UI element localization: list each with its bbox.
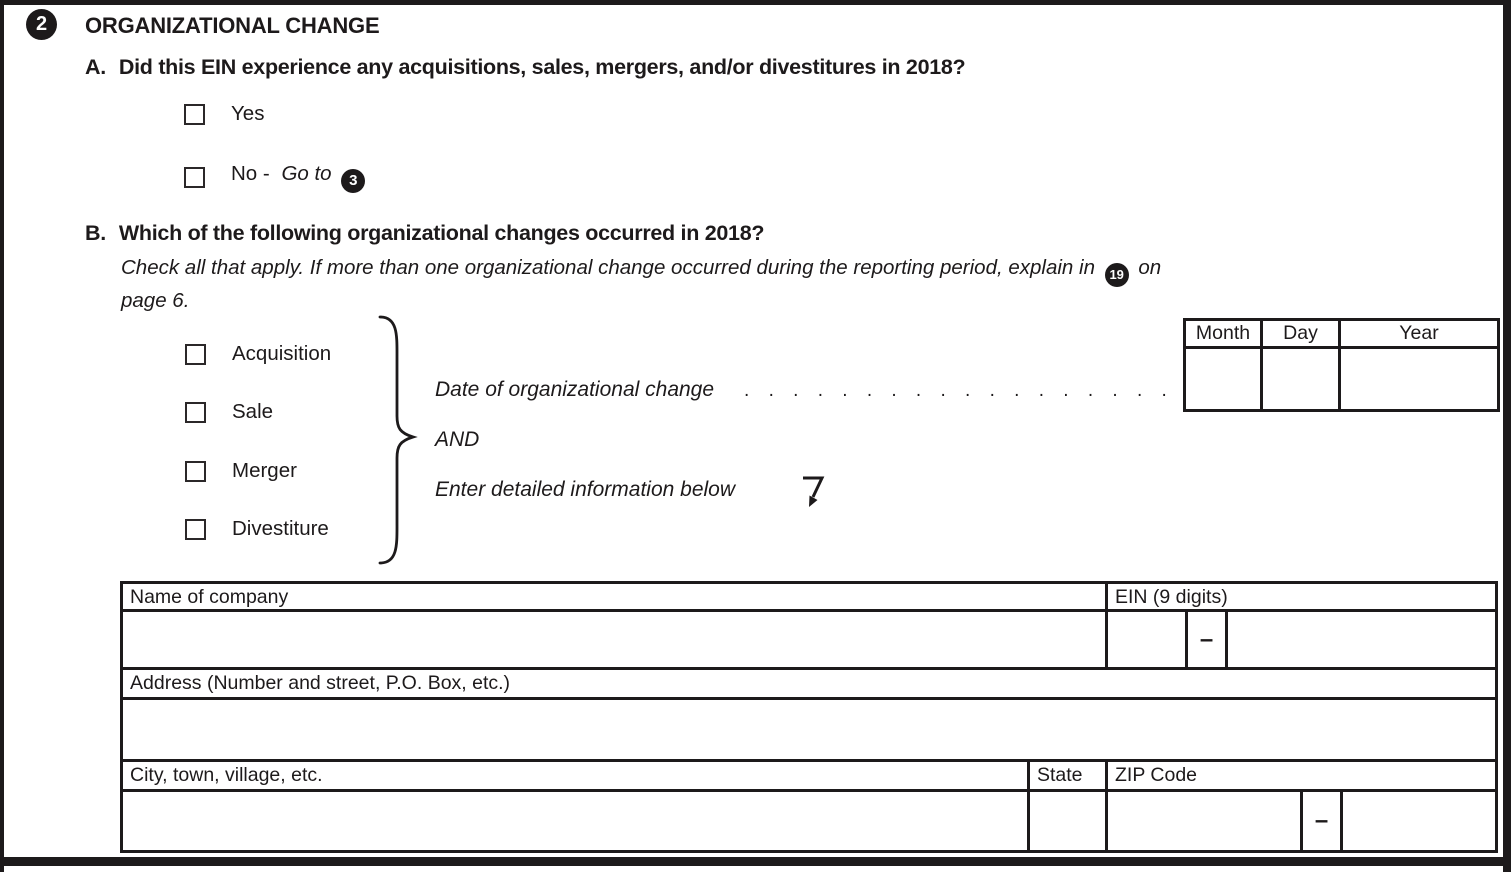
enter-detail-label: Enter detailed information below — [435, 478, 736, 501]
year-input[interactable] — [1341, 349, 1497, 409]
ein-part1-input[interactable] — [1108, 612, 1188, 670]
question-b-note: Check all that apply. If more than one o… — [121, 254, 1451, 314]
name-of-company-input[interactable] — [123, 612, 1108, 670]
acquisition-checkbox[interactable] — [185, 343, 206, 365]
state-input[interactable] — [1030, 792, 1108, 850]
month-header: Month — [1186, 321, 1263, 349]
explain-19-badge: 19 — [1104, 262, 1129, 287]
zip-code-label: ZIP Code — [1108, 762, 1495, 792]
divestiture-label: Divestiture — [232, 517, 329, 540]
state-label: State — [1030, 762, 1108, 792]
question-a-heading: A. Did this EIN experience any acquisiti… — [85, 55, 966, 80]
yes-checkbox[interactable] — [184, 103, 205, 125]
question-b-letter: B. — [85, 221, 106, 245]
date-of-change-line: Date of organizational change . . . . . … — [435, 378, 1168, 402]
zip-part1-input[interactable] — [1108, 792, 1303, 850]
merger-row: Merger — [185, 459, 297, 483]
and-label: AND — [435, 428, 480, 451]
grouping-brace — [378, 315, 418, 565]
question-a-text: Did this EIN experience any acquisitions… — [118, 55, 966, 79]
month-input[interactable] — [1186, 349, 1263, 409]
merger-label: Merger — [232, 459, 297, 482]
goto-text: Go to — [281, 162, 332, 185]
no-option-row: No - Go to 3 — [184, 162, 369, 193]
year-header: Year — [1341, 321, 1497, 349]
sale-checkbox[interactable] — [185, 401, 206, 423]
question-b-heading: B. Which of the following organizational… — [85, 221, 765, 246]
enter-detail-line: Enter detailed information below — [435, 478, 735, 502]
down-left-arrow-icon — [803, 476, 825, 507]
question-b-text: Which of the following organizational ch… — [118, 221, 765, 245]
name-of-company-label: Name of company — [123, 584, 1108, 612]
ein-part2-input[interactable] — [1228, 612, 1495, 670]
no-checkbox[interactable] — [184, 166, 205, 188]
ein-label: EIN (9 digits) — [1108, 584, 1495, 612]
day-header: Day — [1263, 321, 1341, 349]
ein-dash: – — [1188, 612, 1228, 670]
address-label: Address (Number and street, P.O. Box, et… — [123, 670, 1495, 700]
question-a-letter: A. — [85, 55, 106, 79]
no-label: No - Go to 3 — [231, 162, 369, 193]
merger-checkbox[interactable] — [185, 460, 206, 482]
date-of-change-label: Date of organizational change — [435, 378, 715, 401]
acquisition-label: Acquisition — [232, 342, 332, 365]
dot-leaders: . . . . . . . . . . . . . . . . . . — [744, 380, 1168, 401]
section-number-badge: 2 — [26, 9, 57, 40]
yes-label: Yes — [231, 102, 265, 125]
question-b-note-line2: page 6. — [121, 288, 190, 312]
company-detail-table: Name of company EIN (9 digits) – Address… — [120, 581, 1498, 853]
divestiture-row: Divestiture — [185, 517, 329, 541]
date-table: Month Day Year — [1183, 318, 1500, 412]
day-input[interactable] — [1263, 349, 1341, 409]
divestiture-checkbox[interactable] — [185, 518, 206, 540]
goto-3-badge: 3 — [341, 168, 366, 193]
address-input[interactable] — [123, 700, 1495, 762]
zip-part2-input[interactable] — [1343, 792, 1495, 850]
section-divider-bar — [0, 857, 1511, 866]
city-label: City, town, village, etc. — [123, 762, 1030, 792]
section-title: ORGANIZATIONAL CHANGE — [85, 13, 380, 38]
yes-option-row: Yes — [184, 102, 264, 126]
zip-dash: – — [1303, 792, 1343, 850]
sale-row: Sale — [185, 400, 273, 424]
acquisition-row: Acquisition — [185, 342, 331, 366]
city-input[interactable] — [123, 792, 1030, 850]
sale-label: Sale — [232, 400, 274, 423]
